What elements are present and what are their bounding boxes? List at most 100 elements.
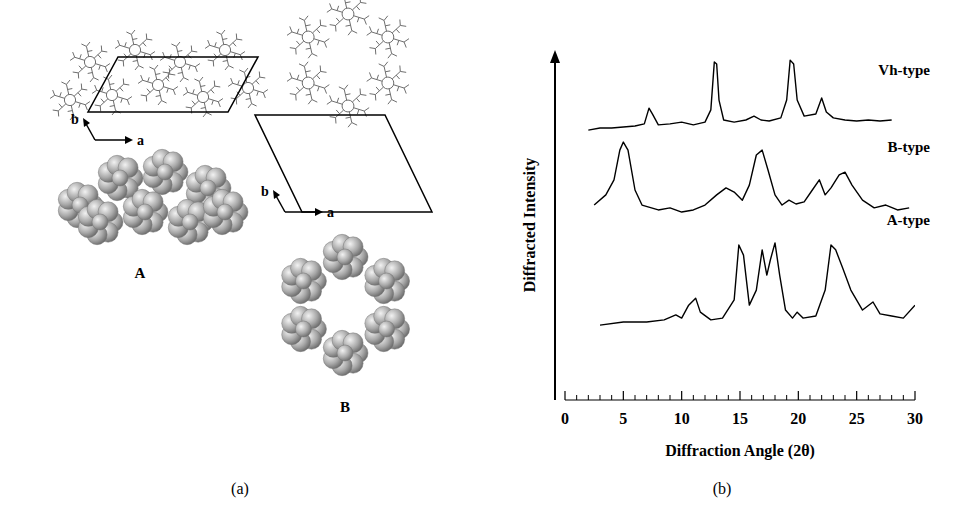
bond bbox=[297, 29, 299, 34]
axis-arrow bbox=[95, 139, 127, 141]
bond bbox=[120, 88, 123, 92]
axis-label: a bbox=[137, 133, 144, 148]
bond bbox=[170, 74, 176, 76]
bond bbox=[297, 75, 299, 80]
bond bbox=[404, 42, 406, 48]
bond bbox=[70, 57, 75, 60]
bond bbox=[162, 101, 167, 103]
bond bbox=[149, 67, 154, 69]
x-minor-tick bbox=[845, 395, 846, 400]
bond bbox=[317, 29, 320, 33]
bond bbox=[330, 95, 332, 101]
bond bbox=[364, 16, 369, 19]
bond bbox=[81, 84, 82, 90]
bond bbox=[295, 49, 296, 55]
bond bbox=[95, 105, 101, 107]
atom-sphere bbox=[112, 170, 128, 186]
bond bbox=[385, 24, 390, 26]
bond bbox=[186, 87, 188, 92]
bond bbox=[180, 78, 184, 82]
bond bbox=[290, 47, 296, 49]
x-minor-tick bbox=[658, 395, 659, 400]
bond bbox=[73, 52, 75, 57]
space-filling-b bbox=[282, 234, 410, 375]
bond bbox=[186, 107, 192, 109]
bond bbox=[335, 26, 336, 32]
helix-core bbox=[302, 31, 314, 43]
structure-label: B bbox=[340, 399, 350, 415]
atom-sphere bbox=[92, 214, 108, 230]
stick-model-b bbox=[255, 0, 432, 212]
bond bbox=[212, 100, 214, 105]
bond bbox=[369, 72, 371, 78]
helix-core bbox=[174, 56, 185, 67]
bond bbox=[396, 29, 399, 33]
bond bbox=[287, 32, 292, 35]
bond bbox=[299, 18, 304, 21]
atom-sphere bbox=[200, 180, 216, 196]
bond bbox=[223, 60, 228, 62]
bond bbox=[313, 25, 321, 33]
cell-axes: ab bbox=[71, 112, 144, 148]
bond bbox=[290, 93, 296, 95]
bond bbox=[296, 87, 299, 91]
bond bbox=[399, 66, 400, 72]
chart: 051015202530Diffraction Angle (2θ)Diffra… bbox=[521, 50, 930, 460]
bond bbox=[404, 39, 409, 42]
bond bbox=[121, 98, 123, 103]
bond bbox=[236, 99, 237, 105]
bond bbox=[306, 48, 311, 50]
stick-helix bbox=[115, 30, 155, 70]
bond bbox=[295, 95, 296, 101]
series-label: Vh-type bbox=[878, 62, 930, 78]
bond bbox=[257, 91, 259, 96]
bond bbox=[259, 72, 260, 78]
bond bbox=[317, 86, 319, 91]
x-minor-tick bbox=[763, 395, 764, 400]
structure-panel: abAabB bbox=[50, 0, 432, 415]
bond bbox=[110, 105, 115, 107]
x-minor-tick bbox=[833, 395, 834, 400]
bond bbox=[356, 98, 359, 102]
bond bbox=[369, 93, 375, 95]
x-minor-tick bbox=[880, 395, 881, 400]
bond bbox=[184, 78, 189, 80]
bond bbox=[173, 87, 178, 90]
bond bbox=[352, 2, 360, 10]
x-minor-tick bbox=[903, 395, 904, 400]
x-minor-tick bbox=[646, 395, 647, 400]
bond bbox=[345, 93, 350, 95]
structure-label: A bbox=[135, 265, 146, 281]
axis-arrow bbox=[285, 211, 317, 213]
bond bbox=[215, 86, 221, 88]
bond bbox=[110, 83, 115, 85]
bond bbox=[369, 47, 375, 49]
bond bbox=[352, 31, 357, 34]
bond bbox=[238, 80, 240, 85]
bond bbox=[397, 86, 399, 91]
bond bbox=[308, 100, 312, 105]
bond bbox=[324, 85, 329, 88]
x-tick bbox=[739, 391, 740, 400]
bond bbox=[195, 67, 197, 72]
bond bbox=[360, 94, 366, 96]
bond bbox=[324, 39, 329, 42]
bond bbox=[201, 107, 206, 109]
bond bbox=[193, 89, 195, 94]
bond bbox=[118, 40, 120, 45]
bond bbox=[357, 109, 359, 114]
bond bbox=[85, 102, 90, 105]
bond bbox=[95, 85, 97, 90]
x-minor-tick bbox=[716, 395, 717, 400]
helix-core bbox=[342, 8, 354, 20]
bond bbox=[138, 80, 143, 83]
bond bbox=[223, 38, 228, 40]
bond bbox=[116, 84, 124, 91]
bond bbox=[287, 78, 292, 81]
stick-helix bbox=[367, 16, 409, 58]
bond bbox=[208, 40, 210, 45]
bond bbox=[139, 66, 144, 68]
bond bbox=[173, 90, 175, 95]
bond bbox=[123, 79, 124, 85]
bond bbox=[376, 87, 379, 91]
